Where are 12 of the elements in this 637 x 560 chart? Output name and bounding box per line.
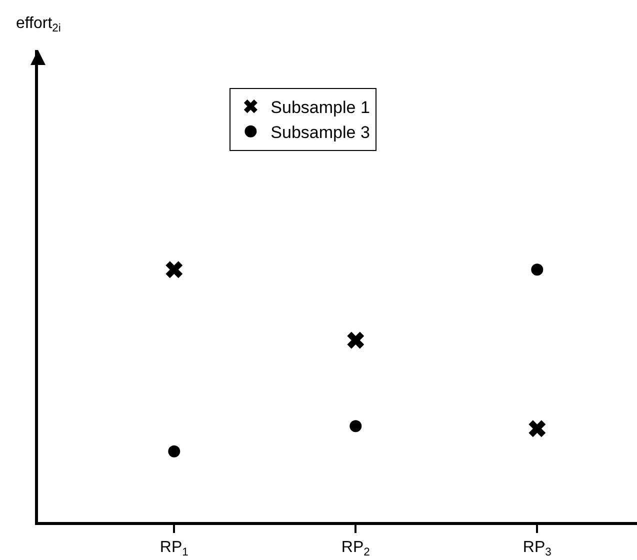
x-tick-label: RP$_{3}$ [522,539,552,559]
point [347,332,364,349]
point [350,420,362,432]
point [166,261,183,278]
legend-label: Subsample 1 [270,98,370,117]
point [168,445,180,458]
text: effort$_{2i}$ [16,15,61,34]
point [531,264,544,276]
x-tick-label: RP$_{1}$ [160,539,188,559]
x-tick-label: RP$_{2}$ [341,539,370,559]
point [528,420,546,438]
legend-label: Subsample 3 [270,123,370,142]
